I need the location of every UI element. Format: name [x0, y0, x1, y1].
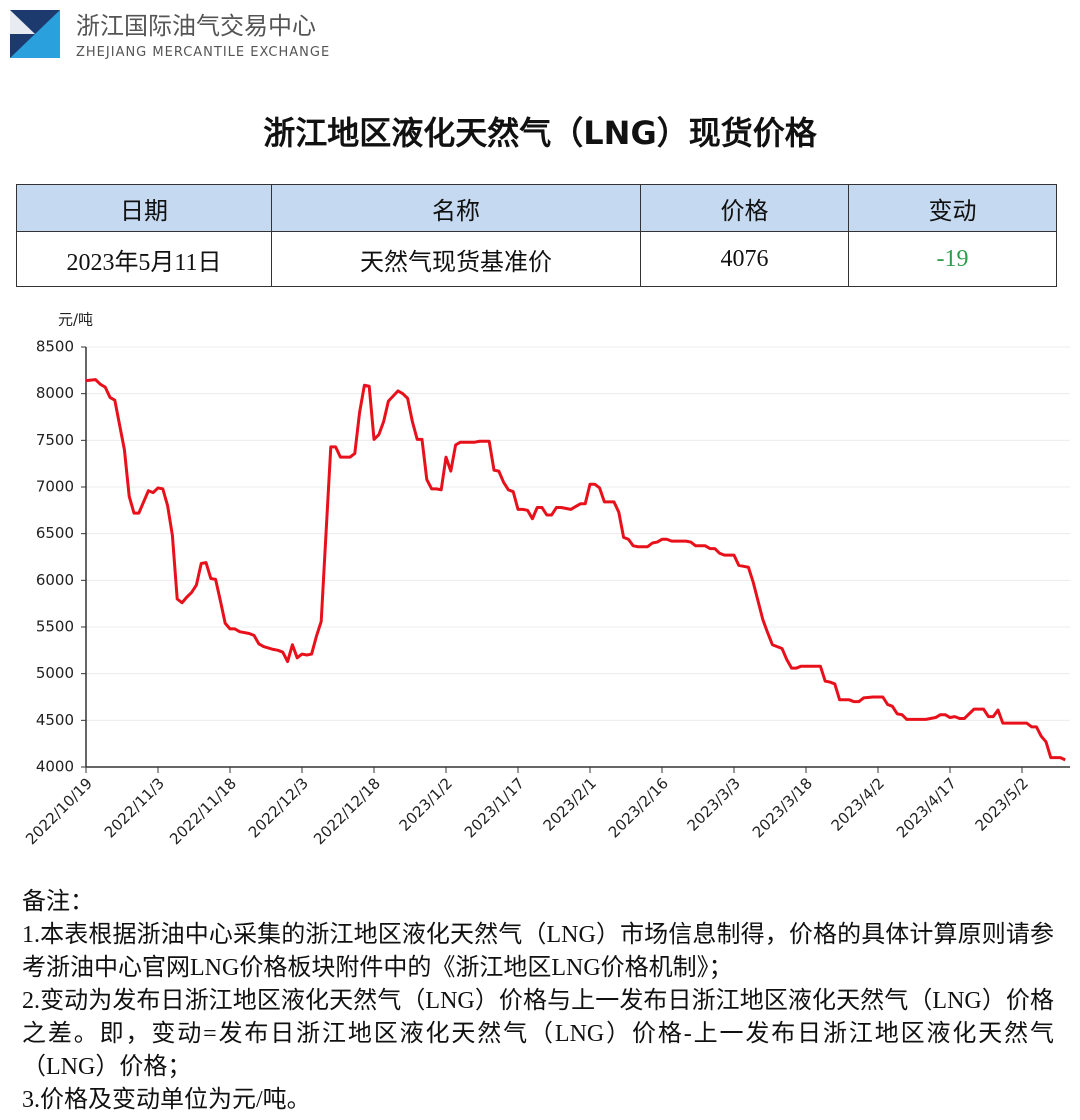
cell: -19 — [848, 231, 1057, 287]
x-tick-label: 2023/3/18 — [749, 774, 816, 841]
price-line — [85, 378, 1066, 762]
data-row: 2023年5月11日 天然气现货基准价 4076 -19 — [16, 231, 1057, 287]
x-tick-label: 2022/12/3 — [245, 774, 312, 841]
x-tick-label: 2022/10/19 — [22, 774, 96, 848]
y-tick-label: 6000 — [36, 571, 74, 589]
y-tick-label: 6500 — [36, 524, 74, 542]
x-tick-label: 2023/2/16 — [605, 774, 672, 841]
x-tick-label: 2022/12/18 — [310, 774, 384, 848]
cell: 4076 — [640, 231, 849, 287]
y-tick-label: 4000 — [36, 758, 74, 776]
header-cell: 日期 — [16, 184, 272, 232]
notes-heading: 备注： — [22, 889, 94, 915]
y-tick-label: 7500 — [36, 431, 74, 449]
header-cell: 价格 — [640, 184, 849, 232]
logo-cut — [10, 10, 35, 34]
note: 2.变动为发布日浙江地区液化天然气（LNG）价格与上一发布日浙江地区液化天然气（… — [22, 988, 1054, 1080]
x-tick-label: 2022/11/18 — [166, 774, 240, 848]
y-tick-label: 8500 — [36, 338, 74, 356]
y-tick-label: 5000 — [36, 664, 74, 682]
cell: 天然气现货基准价 — [271, 231, 641, 287]
header-cell: 变动 — [848, 184, 1057, 232]
page-title: 浙江地区液化天然气（LNG）现货价格 — [263, 114, 817, 152]
y-tick-label: 4500 — [36, 711, 74, 729]
x-tick-label: 2023/1/2 — [396, 774, 456, 834]
x-tick-label: 2023/4/17 — [893, 774, 960, 841]
header-cell: 名称 — [271, 184, 641, 232]
y-tick-label: 7000 — [36, 478, 74, 496]
x-tick-label: 2023/4/2 — [828, 774, 888, 834]
x-tick-label: 2023/1/17 — [461, 774, 528, 841]
note: 3.价格及变动单位为元/吨。 — [22, 1087, 311, 1113]
chart: 元/吨 4000 4500 5000 5500 6000 6500 7000 7500 8000… — [22, 311, 1070, 848]
org-name: 浙江国际油气交易中心 — [76, 12, 316, 40]
cell: 2023年5月11日 — [16, 231, 272, 287]
y-tick-label: 5500 — [36, 618, 74, 636]
x-tick-label: 2023/2/1 — [540, 774, 600, 834]
y-axis-label: 元/吨 — [58, 311, 93, 329]
header-row: 日期 名称 价格 变动 — [16, 184, 1057, 232]
price-table: 日期 名称 价格 变动 2023年5月11日 天然气现货基准价 4076 -19 — [16, 184, 1057, 287]
logo: 浙江国际油气交易中心 ZHEJIANG MERCANTILE EXCHANGE — [10, 10, 330, 60]
org-name-en: ZHEJIANG MERCANTILE EXCHANGE — [76, 45, 330, 60]
notes: 备注： 1.本表根据浙油中心采集的浙江地区液化天然气（LNG）市场信息制得，价格… — [22, 886, 1054, 1117]
x-tick-label: 2023/5/2 — [972, 774, 1032, 834]
x-tick-label: 2023/3/3 — [684, 774, 744, 834]
x-tick-label: 2022/11/3 — [101, 774, 168, 841]
y-tick-label: 8000 — [36, 384, 74, 402]
note: 1.本表根据浙油中心采集的浙江地区液化天然气（LNG）市场信息制得，价格的具体计… — [22, 922, 1054, 981]
